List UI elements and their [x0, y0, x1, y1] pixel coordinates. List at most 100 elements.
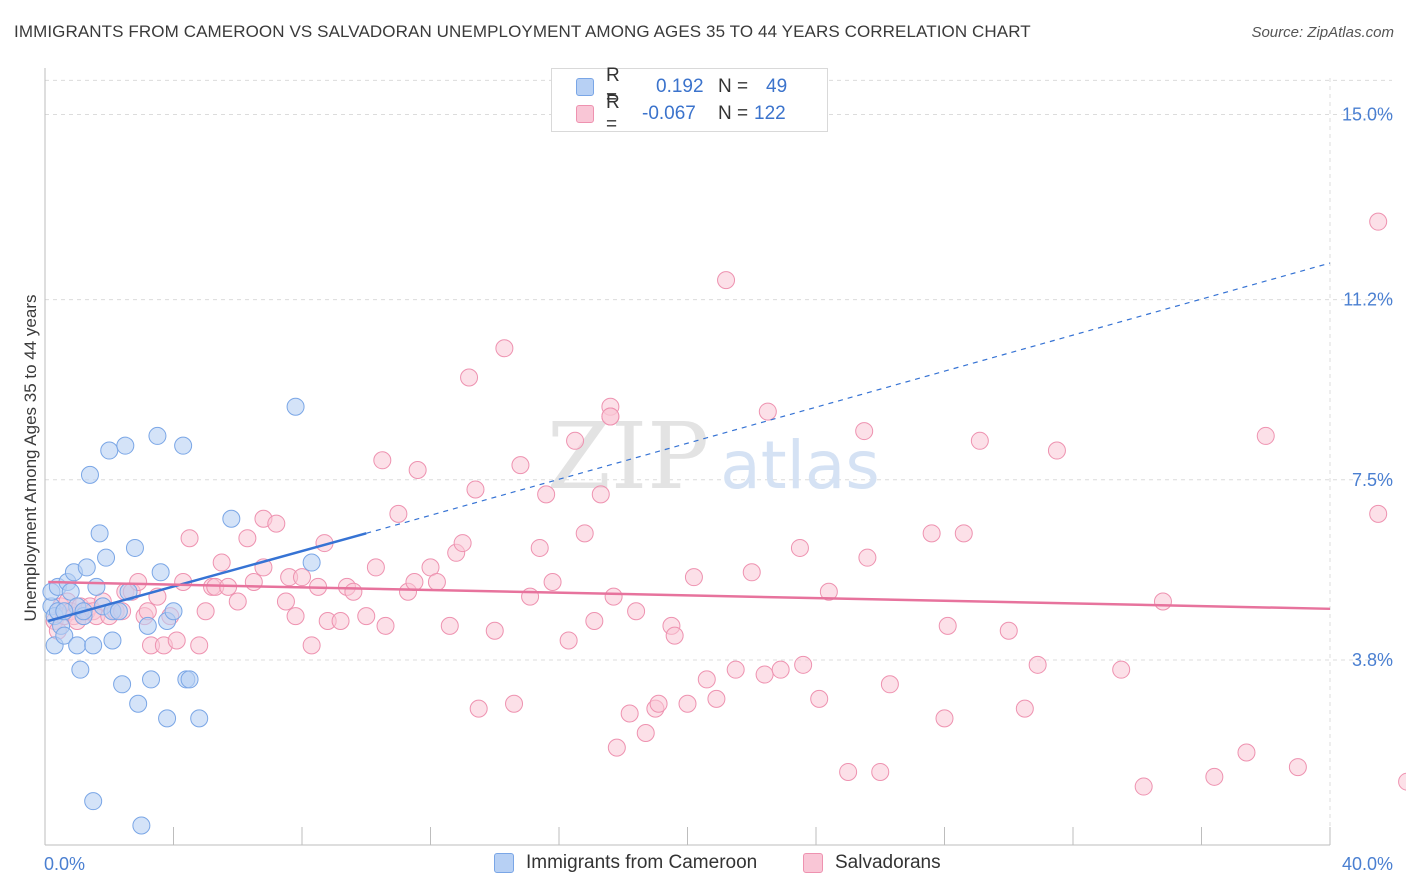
salvadorans-point: [460, 368, 479, 387]
legend-swatch-pink: [576, 105, 594, 123]
cameroon-trend-extension: [366, 262, 1331, 534]
legend-label-cameroon: Immigrants from Cameroon: [526, 852, 758, 873]
salvadorans-point: [601, 407, 620, 426]
legend-r-label: R =: [606, 92, 620, 135]
grid: [45, 78, 1392, 845]
salvadorans-point: [331, 611, 350, 630]
salvadorans-point: [453, 534, 472, 553]
salvadorans-point: [880, 675, 899, 694]
salvadorans-point: [604, 587, 623, 606]
salvadorans-point: [771, 660, 790, 679]
salvadorans-point: [389, 504, 408, 523]
salvadorans-point: [286, 607, 305, 626]
legend-r-value: -0.067: [642, 103, 696, 124]
salvadorans-point: [855, 422, 874, 441]
salvadorans-point: [427, 573, 446, 592]
cameroon-point: [55, 626, 74, 645]
salvadorans-point: [1369, 212, 1388, 231]
y-tick-label: 15.0%: [1342, 105, 1393, 125]
cameroon-point: [180, 670, 199, 689]
legend-n-value: 122: [754, 103, 786, 124]
salvadorans-point: [858, 548, 877, 567]
cameroon-point: [151, 563, 170, 582]
salvadorans-point: [559, 631, 578, 650]
salvadorans-point: [302, 636, 321, 655]
cameroon-point: [158, 709, 177, 728]
salvadorans-point: [935, 709, 954, 728]
salvadorans-point: [1205, 767, 1224, 786]
y-tick-label: 7.5%: [1352, 470, 1393, 490]
salvadorans-point: [212, 553, 231, 572]
salvadorans-point: [530, 538, 549, 557]
salvadorans-point: [190, 636, 209, 655]
salvadorans-point: [344, 582, 363, 601]
cameroon-point: [77, 558, 96, 577]
salvadorans-point: [1047, 441, 1066, 460]
cameroon-point: [71, 660, 90, 679]
legend-r-label: R =: [606, 65, 620, 108]
salvadorans-trend-line: [48, 580, 1331, 611]
salvadorans-point: [228, 592, 247, 611]
salvadorans-point: [293, 568, 311, 587]
salvadorans-point: [1288, 758, 1307, 777]
cameroon-point: [103, 631, 122, 650]
salvadorans-point: [839, 762, 858, 781]
salvadorans-point: [366, 558, 385, 577]
salvadorans-point: [495, 339, 514, 358]
axes: [44, 68, 1331, 846]
salvadorans-point: [697, 670, 716, 689]
salvadorans-point: [537, 485, 556, 504]
salvadorans-point: [794, 655, 813, 674]
cameroon-point: [302, 553, 321, 572]
salvadorans-point: [591, 485, 610, 504]
cameroon-point: [132, 816, 151, 835]
salvadorans-point: [1256, 426, 1275, 445]
salvadorans-point: [999, 621, 1018, 640]
salvadorans-point: [819, 582, 838, 601]
salvadorans-point: [276, 592, 295, 611]
salvadorans-point: [726, 660, 745, 679]
salvadorans-point: [1134, 777, 1153, 796]
salvadorans-point: [238, 529, 257, 548]
salvadorans-point: [585, 611, 604, 630]
salvadorans-point: [707, 689, 726, 708]
chart-title: IMMIGRANTS FROM CAMEROON VS SALVADORAN U…: [14, 22, 1031, 41]
watermark-atlas: atlas: [720, 427, 880, 504]
salvadorans-point: [376, 616, 395, 635]
salvadorans-point: [1028, 655, 1047, 674]
cameroon-point: [87, 577, 106, 596]
salvadorans-point: [1153, 592, 1172, 611]
salvadorans-point: [373, 451, 392, 470]
salvadorans-point: [607, 738, 626, 757]
legend-n-label: N =: [718, 103, 749, 124]
salvadorans-point: [511, 456, 530, 475]
watermark: ZIP atlas: [547, 403, 880, 510]
y-tick-label: 3.8%: [1352, 650, 1393, 670]
salvadorans-point: [871, 762, 890, 781]
salvadorans-point: [167, 631, 186, 650]
salvadorans-point: [742, 563, 761, 582]
bottom-legend-cameroon: Immigrants from Cameroon: [494, 852, 757, 874]
tick-labels: 3.8% 7.5% 11.2% 15.0% 0.0% 40.0%: [44, 105, 1393, 874]
salvadorans-point: [970, 431, 989, 450]
salvadorans-point: [543, 573, 562, 592]
salvadorans-point: [405, 573, 424, 592]
salvadorans-point: [466, 480, 485, 499]
legend-row-salvadorans: R = -0.067 N = 122: [576, 92, 786, 135]
x-tick-label: 40.0%: [1342, 854, 1393, 874]
cameroon-point: [100, 441, 119, 460]
legend-label-salvadorans: Salvadorans: [835, 852, 941, 873]
bottom-legend-salvadorans: Salvadorans: [803, 852, 941, 874]
cameroon-point: [125, 538, 144, 557]
salvadorans-point: [575, 524, 594, 543]
legend-r-value: 0.192: [656, 76, 704, 97]
salvadorans-point: [440, 616, 459, 635]
salvadorans-point: [1112, 660, 1131, 679]
salvadorans-point: [180, 529, 199, 548]
salvadorans-point: [665, 626, 684, 645]
y-tick-label: 11.2%: [1343, 290, 1393, 310]
legend-n-value: 49: [766, 76, 788, 97]
cameroon-point: [113, 675, 132, 694]
salvadorans-point: [485, 621, 504, 640]
salvadorans-point: [636, 723, 655, 742]
